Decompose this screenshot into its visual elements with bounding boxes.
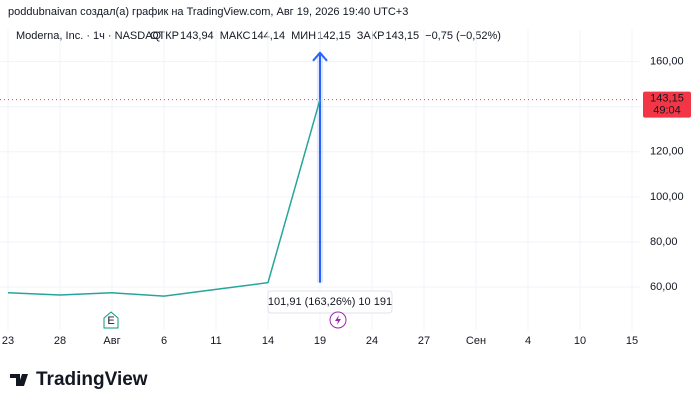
event-e: E (107, 315, 114, 327)
x-tick-label: 15 (626, 335, 638, 347)
x-tick-label: 28 (54, 335, 66, 347)
x-tick-label: 23 (2, 335, 14, 347)
event-e-icon (103, 311, 119, 329)
price-tag-label: 143,15 (650, 92, 684, 104)
x-tick-label: 6 (161, 335, 167, 347)
change: −0,75 (−0,52%) (425, 30, 501, 42)
y-tick-label: 120,00 (650, 146, 684, 158)
ohlc-value: 143,94 (180, 30, 214, 42)
x-tick-label: 4 (525, 335, 531, 347)
ohlc-name: ЗАКР (357, 30, 385, 42)
x-tick-label: 19 (314, 335, 326, 347)
y-tick-label: 160,00 (650, 55, 684, 67)
ohlc-value: 142,15 (317, 30, 351, 42)
measure-arrow (312, 51, 328, 62)
chart-title: poddubnaivan создал(а) график на Trading… (8, 6, 408, 18)
price-tag (643, 91, 691, 118)
brand: TradingView (36, 369, 148, 390)
x-tick-label: 10 (574, 335, 586, 347)
measure-label: 101,91 (163,26%) 10 191 (268, 296, 392, 308)
x-tick-label: Сен (466, 335, 486, 347)
y-tick-label: 60,00 (650, 281, 678, 293)
measure-box (267, 290, 393, 314)
x-tick-label: Авг (103, 335, 120, 347)
ohlc-name: МИН (291, 30, 316, 42)
y-tick-label: 100,00 (650, 191, 684, 203)
ohlc-name: МАКС (220, 30, 251, 42)
x-tick-label: 11 (210, 335, 221, 347)
x-tick-label: 27 (418, 335, 430, 347)
logo-icon (10, 374, 28, 386)
symbol: Moderna, Inc. · 1ч · NASDAQ (16, 30, 162, 42)
ohlc-name: ОТКР (150, 30, 179, 42)
x-tick-label: 24 (366, 335, 378, 347)
price-timer: 49:04 (653, 104, 681, 116)
event-flash-icon (335, 315, 341, 325)
price-line (7, 99, 321, 297)
x-tick-label: 14 (262, 335, 274, 347)
ohlc-value: 143,15 (385, 30, 419, 42)
y-tick-label: 80,00 (650, 236, 678, 248)
